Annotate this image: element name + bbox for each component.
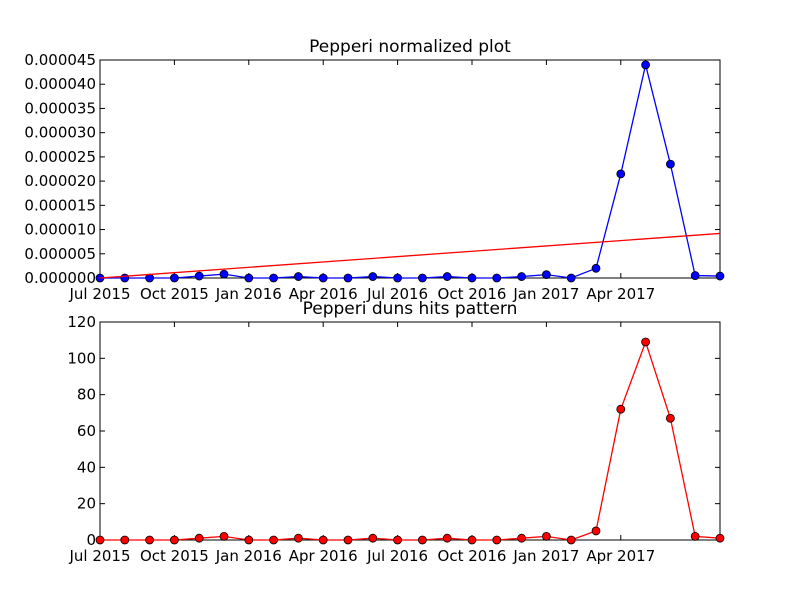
data-point — [169, 273, 179, 283]
y-tick-label: 0.000040 — [24, 75, 96, 93]
x-tick-label: Oct 2016 — [438, 285, 507, 303]
series-line — [100, 64, 721, 279]
data-point — [417, 535, 427, 545]
data-point — [343, 273, 353, 283]
data-point — [244, 535, 254, 545]
data-point — [318, 273, 328, 283]
y-tick-label: 0.000020 — [24, 172, 96, 190]
x-tick-label: Apr 2017 — [586, 285, 655, 303]
chart-title: Pepperi duns hits pattern — [303, 299, 518, 319]
data-point — [616, 404, 626, 414]
y-tick-label: 0.000035 — [24, 99, 96, 117]
x-tick-label: Apr 2017 — [586, 547, 655, 565]
data-point — [542, 270, 551, 280]
y-tick-label: 80 — [77, 386, 96, 404]
series-line — [99, 232, 721, 279]
data-point — [616, 169, 626, 179]
x-tick-label: Oct 2015 — [140, 547, 209, 565]
data-point — [641, 60, 650, 70]
data-point — [120, 535, 130, 545]
data-point — [145, 535, 155, 545]
data-point — [318, 535, 328, 545]
data-point — [368, 533, 378, 543]
y-tick-label: 0.000045 — [24, 51, 96, 69]
data-point — [417, 273, 427, 283]
data-point — [244, 273, 254, 283]
y-tick-label: 60 — [77, 422, 96, 440]
data-point — [666, 159, 675, 169]
y-tick-label: 0.000005 — [24, 245, 96, 263]
data-point — [269, 535, 279, 545]
y-tick-label: 100 — [67, 349, 96, 367]
data-point — [467, 535, 477, 545]
data-point — [219, 531, 229, 541]
data-point — [492, 273, 502, 283]
data-point — [368, 272, 378, 281]
data-point — [393, 535, 403, 545]
y-tick-label: 120 — [67, 313, 96, 331]
data-point — [343, 535, 353, 545]
data-point — [442, 533, 452, 543]
data-point — [169, 535, 179, 545]
axes-frame — [99, 321, 721, 541]
data-point — [517, 533, 526, 543]
x-tick-label: Jan 2016 — [215, 547, 282, 565]
y-tick-label: 0.000030 — [24, 124, 96, 142]
data-point — [542, 531, 551, 541]
x-tick-label: Oct 2015 — [140, 285, 209, 303]
data-point — [293, 272, 303, 281]
data-point — [467, 273, 477, 283]
data-point — [269, 273, 279, 283]
data-point — [566, 273, 576, 283]
data-point — [393, 273, 403, 283]
y-tick-label: 40 — [77, 458, 96, 476]
y-tick-label: 0.000010 — [24, 221, 96, 239]
data-point — [591, 263, 601, 273]
x-tick-label: Apr 2016 — [289, 285, 358, 303]
series-line — [100, 339, 721, 541]
data-point — [194, 533, 204, 543]
y-tick-label: 0 — [86, 531, 96, 549]
y-tick-label: 0.000015 — [24, 196, 96, 214]
x-tick-label: Jul 2015 — [68, 285, 130, 303]
normalized-plot: Pepperi normalized plot 0.000000 0.000005 0… — [24, 37, 725, 303]
y-tick-label: 0.000025 — [24, 148, 96, 166]
data-point — [690, 271, 700, 280]
data-point — [293, 533, 303, 543]
data-point — [715, 533, 725, 543]
x-tick-label: Jul 2016 — [366, 547, 428, 565]
chart-title: Pepperi normalized plot — [309, 37, 511, 57]
x-tick-label: Jan 2017 — [512, 285, 579, 303]
x-tick-label: Oct 2016 — [438, 547, 507, 565]
x-tick-label: Jul 2016 — [366, 285, 428, 303]
data-point — [666, 413, 675, 423]
duns-hits-plot: Pepperi duns hits pattern 0 20 40 60 80 100 120… — [67, 299, 725, 565]
data-point — [517, 272, 526, 281]
data-point — [690, 531, 700, 541]
data-point — [641, 337, 650, 347]
axes-frame — [99, 59, 721, 279]
data-point — [219, 269, 229, 279]
data-point — [194, 271, 204, 281]
x-tick-label: Jan 2016 — [215, 285, 282, 303]
data-point — [120, 273, 130, 283]
data-point — [442, 272, 452, 281]
x-tick-label: Jan 2017 — [512, 547, 579, 565]
data-point — [95, 535, 105, 545]
x-tick-label: Jul 2015 — [68, 547, 130, 565]
data-point — [591, 526, 601, 536]
y-tick-label: 0.000000 — [24, 269, 96, 287]
data-point — [492, 535, 502, 545]
x-tick-label: Apr 2016 — [289, 547, 358, 565]
y-tick-label: 20 — [77, 495, 96, 513]
data-point — [566, 535, 576, 545]
data-point — [715, 271, 725, 281]
